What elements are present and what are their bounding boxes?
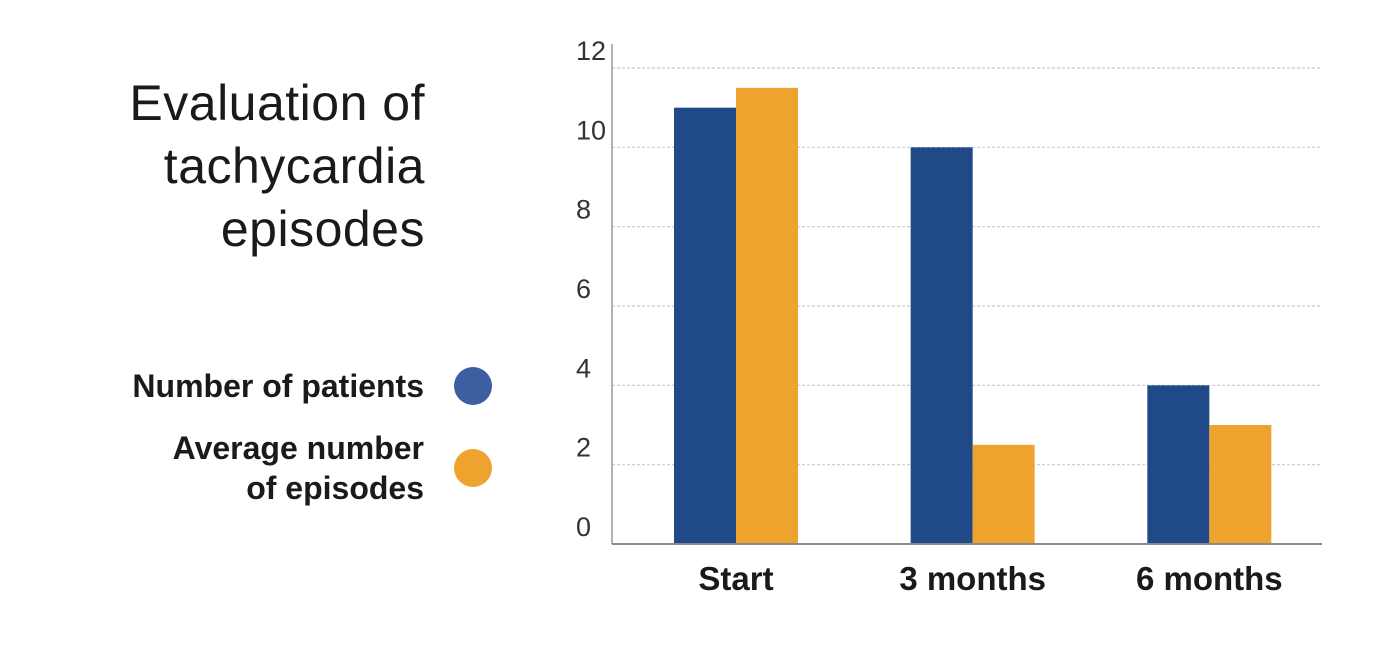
bar [736,87,798,544]
x-tick-label: Start [698,560,773,597]
y-tick-label: 10 [576,115,606,145]
x-tick-label: 3 months [899,560,1046,597]
legend-label-average-number-of-episodes: Average number of episodes [173,428,424,508]
bar [1209,425,1272,544]
bar [972,444,1035,544]
bar [1147,385,1210,544]
y-tick-label: 2 [576,433,591,463]
chart-title: Evaluation of tachycardia episodes [40,72,425,261]
chart-legend: Number of patients Average number of epi… [20,366,500,530]
y-axis-ticks: 0 2 4 6 8 10 12 [576,36,606,542]
y-tick-label: 4 [576,353,591,383]
legend-swatch-number-of-patients [454,367,492,405]
bar [674,107,736,545]
legend-label-line: of episodes [246,470,424,506]
bar [910,147,973,545]
chart-title-line-1: Evaluation of [129,75,425,131]
legend-label-line: Average number [172,430,424,466]
legend-swatch-average-number-of-episodes [454,449,492,487]
y-tick-label: 6 [576,274,591,304]
axes [611,44,1322,545]
legend-item-average-number-of-episodes: Average number of episodes [20,428,500,508]
bars [674,87,1272,545]
y-tick-label: 8 [576,195,591,225]
legend-label-line: Number of patients [132,368,424,404]
x-tick-label: 6 months [1136,560,1283,597]
y-tick-label: 0 [576,512,591,542]
chart-title-line-2: tachycardia [163,138,425,194]
y-tick-label: 12 [576,36,606,66]
chart-title-line-3: episodes [220,201,425,257]
x-axis-ticks: Start 3 months 6 months [698,560,1282,597]
legend-item-number-of-patients: Number of patients [20,366,500,406]
legend-label-number-of-patients: Number of patients [132,366,424,406]
